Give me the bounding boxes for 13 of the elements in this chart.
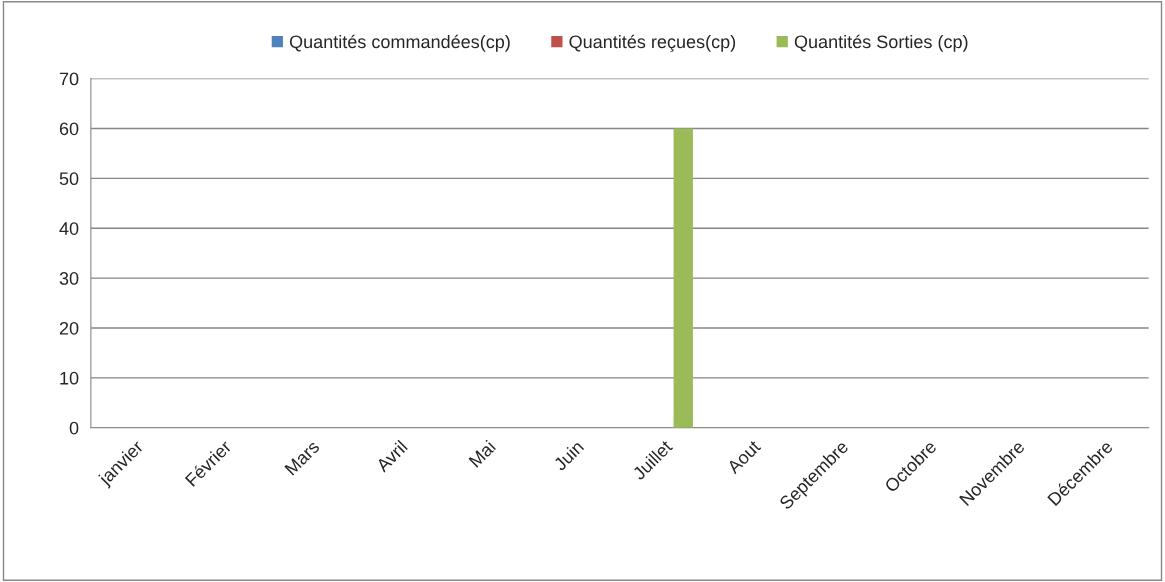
x-tick-label: Juin xyxy=(552,439,585,472)
legend-label: Quantités Sorties (cp) xyxy=(794,34,968,52)
legend-label: Quantités reçues(cp) xyxy=(569,34,736,52)
y-tick-label: 60 xyxy=(59,122,79,136)
y-tick-label: 70 xyxy=(59,72,79,86)
y-tick-label: 20 xyxy=(59,321,79,335)
x-tick-label: Mai xyxy=(468,439,497,468)
y-tick-label: 50 xyxy=(59,172,79,186)
y-tick-label: 30 xyxy=(59,272,79,285)
legend-label: Quantités commandées(cp) xyxy=(289,34,510,52)
y-tick-label: 0 xyxy=(69,421,79,435)
y-tick-label: 10 xyxy=(60,371,79,385)
y-tick-label: 40 xyxy=(59,222,79,235)
